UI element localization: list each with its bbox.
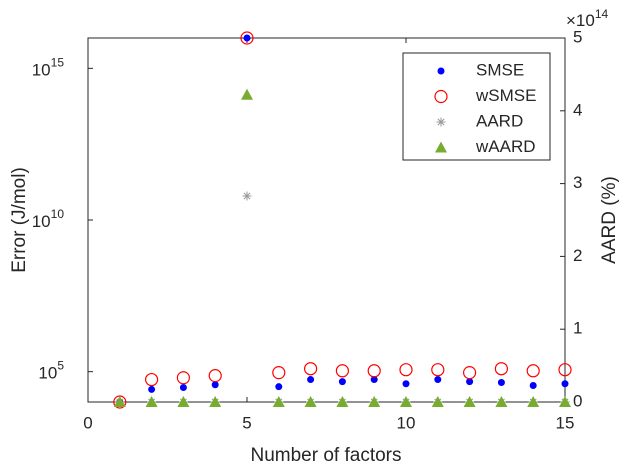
point [208, 369, 222, 383]
x-tick-label: 0 [83, 413, 92, 432]
y2-multiplier: ×1014 [566, 7, 609, 30]
point [179, 384, 187, 392]
point [304, 396, 317, 407]
point [434, 376, 442, 384]
legend-marker [436, 117, 446, 127]
point [338, 378, 346, 386]
y2-tick-label: 0 [573, 391, 582, 410]
x-tick-label: 15 [556, 413, 575, 432]
point [148, 385, 156, 393]
point [463, 396, 476, 407]
point [529, 381, 537, 389]
point [466, 378, 474, 386]
legend-label: wAARD [475, 137, 536, 156]
point [336, 396, 349, 407]
point [463, 366, 477, 380]
point [431, 363, 445, 377]
point [240, 31, 254, 45]
y-tick-exponent: 15 [51, 56, 65, 70]
point [558, 363, 572, 377]
y2-tick-label: 1 [573, 319, 582, 338]
point [304, 362, 318, 376]
point [177, 396, 190, 407]
point [370, 376, 378, 384]
point [211, 381, 219, 389]
y-tick-base: 10 [32, 61, 51, 80]
point [561, 380, 569, 388]
y-axis-label: Error (J/mol) [9, 167, 30, 273]
point [335, 364, 349, 378]
point [402, 380, 410, 388]
y-tick-base: 10 [32, 212, 51, 231]
y2-tick-label: 4 [573, 100, 582, 119]
point [176, 371, 190, 385]
point [241, 88, 253, 100]
point [559, 396, 571, 407]
point [494, 362, 508, 376]
legend-marker [437, 67, 445, 75]
point [243, 34, 251, 42]
point [526, 364, 540, 378]
y-tick-exponent: 10 [51, 207, 65, 221]
x-tick-label: 10 [397, 413, 416, 432]
legend-marker [435, 141, 447, 153]
y2-multiplier-exponent: 14 [595, 7, 609, 21]
point [145, 396, 158, 407]
legend-label: AARD [476, 111, 523, 130]
legend-box [402, 52, 551, 161]
y2-axis-label: AARD (%) [599, 176, 620, 264]
point [307, 376, 315, 384]
point [272, 366, 286, 380]
point [431, 396, 444, 407]
point [368, 396, 381, 407]
point [399, 363, 413, 377]
point [113, 396, 126, 407]
y2-tick-label: 3 [573, 173, 582, 192]
y2-tick-label: 5 [573, 27, 582, 46]
point [497, 378, 505, 386]
legend-label: SMSE [476, 60, 524, 79]
point [209, 396, 222, 407]
y-tick-label: 105 [38, 359, 64, 383]
y-tick-exponent: 5 [57, 359, 64, 373]
point [367, 364, 381, 378]
point [495, 396, 508, 407]
y-tick-label: 1010 [32, 207, 65, 231]
point [400, 396, 412, 407]
x-axis-label: Number of factors [251, 445, 402, 466]
x-tick-label: 5 [242, 413, 251, 432]
legend-marker [434, 89, 448, 104]
y-tick-base: 10 [38, 364, 57, 383]
y2-multiplier-base: ×10 [566, 11, 595, 30]
point [242, 191, 252, 201]
legend-label: wSMSE [475, 86, 536, 105]
point [275, 383, 283, 391]
point [527, 396, 540, 407]
y2-tick-label: 2 [573, 246, 582, 265]
y-tick-label: 1015 [32, 56, 65, 80]
point [272, 396, 285, 407]
point [145, 372, 159, 387]
